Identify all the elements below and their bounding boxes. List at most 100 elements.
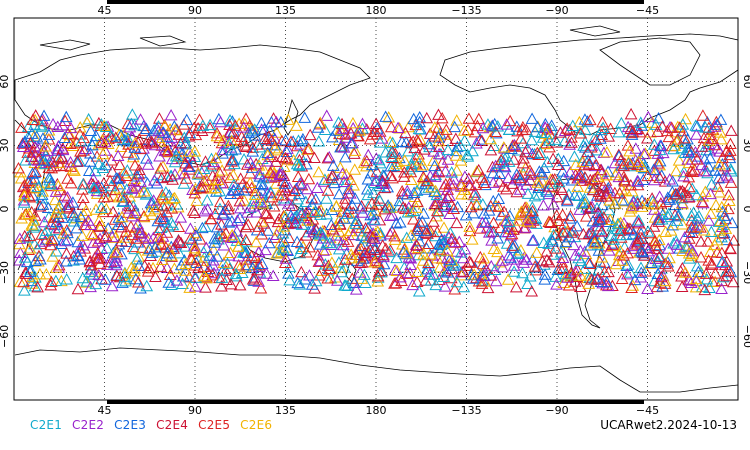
occultation-marker	[573, 115, 586, 128]
occultation-marker	[521, 215, 535, 227]
occultation-marker	[76, 229, 89, 241]
occultation-marker	[462, 179, 476, 191]
occultation-marker	[384, 169, 397, 182]
occultation-marker	[338, 197, 352, 209]
occultation-marker	[621, 267, 634, 280]
occultation-marker	[637, 173, 650, 186]
occultation-marker	[549, 242, 562, 254]
occultation-marker	[662, 207, 676, 219]
occultation-marker	[294, 203, 308, 216]
occultation-marker	[95, 201, 108, 213]
occultation-marker	[200, 173, 214, 185]
occultation-marker	[542, 187, 556, 200]
occultation-marker	[699, 267, 713, 279]
occultation-marker	[35, 228, 49, 240]
occultation-marker	[556, 251, 570, 263]
occultation-marker	[142, 261, 156, 274]
occultation-marker	[516, 156, 530, 169]
occultation-marker	[417, 207, 430, 219]
occultation-marker	[397, 166, 411, 178]
occultation-marker	[51, 179, 65, 192]
occultation-marker	[484, 143, 498, 156]
occultation-marker	[467, 268, 481, 280]
occultation-marker	[204, 212, 218, 225]
occultation-marker	[216, 143, 229, 156]
occultation-marker	[594, 132, 607, 144]
occultation-marker	[599, 187, 613, 199]
occultation-marker	[493, 175, 506, 187]
occultation-marker	[254, 195, 267, 208]
occultation-marker	[277, 220, 291, 232]
occultation-marker	[430, 251, 444, 264]
occultation-marker	[90, 187, 104, 199]
occultation-marker	[443, 226, 457, 239]
occultation-marker	[432, 147, 446, 160]
occultation-marker	[128, 186, 142, 198]
occultation-marker	[229, 143, 242, 155]
occultation-marker	[113, 182, 127, 194]
occultation-marker	[371, 270, 385, 282]
occultation-marker	[210, 250, 224, 262]
occultation-marker	[713, 158, 726, 170]
occultation-marker	[120, 135, 134, 147]
occultation-marker	[23, 242, 37, 254]
occultation-marker	[475, 216, 489, 228]
occultation-marker	[708, 120, 722, 132]
occultation-marker	[142, 232, 155, 244]
occultation-marker	[263, 186, 277, 198]
occultation-marker	[361, 200, 375, 212]
occultation-marker	[685, 247, 699, 260]
occultation-marker	[326, 169, 339, 181]
occultation-marker	[527, 233, 540, 246]
occultation-marker	[641, 282, 654, 295]
occultation-marker	[245, 249, 258, 262]
occultation-marker	[240, 158, 254, 170]
occultation-marker	[560, 193, 574, 205]
occultation-marker	[76, 271, 90, 284]
occultation-marker	[459, 208, 473, 221]
occultation-marker	[384, 201, 398, 214]
occultation-marker	[576, 155, 590, 167]
occultation-marker	[472, 112, 486, 125]
occultation-marker	[227, 178, 241, 191]
occultation-marker	[383, 135, 397, 148]
occultation-marker	[197, 174, 211, 187]
occultation-marker	[324, 218, 338, 231]
occultation-marker	[259, 243, 272, 256]
occultation-marker	[169, 149, 183, 162]
occultation-marker	[31, 280, 45, 293]
occultation-marker	[22, 189, 36, 202]
occultation-marker	[698, 283, 712, 296]
occultation-marker	[248, 123, 262, 135]
occultation-marker	[82, 164, 96, 176]
occultation-marker	[294, 177, 308, 189]
occultation-marker	[301, 143, 314, 155]
occultation-marker	[165, 278, 178, 290]
occultation-marker	[92, 268, 106, 281]
occultation-marker	[386, 171, 399, 184]
occultation-marker	[298, 273, 312, 285]
occultation-marker	[656, 146, 670, 159]
occultation-marker	[210, 126, 224, 139]
occultation-marker	[687, 206, 700, 218]
occultation-marker	[484, 132, 497, 145]
occultation-marker	[17, 194, 31, 206]
occultation-marker	[484, 199, 498, 212]
occultation-marker	[316, 232, 330, 244]
occultation-marker	[364, 166, 378, 179]
occultation-marker	[435, 233, 449, 245]
occultation-marker	[355, 229, 369, 241]
occultation-marker	[454, 139, 467, 152]
occultation-marker	[591, 189, 604, 201]
occultation-marker	[253, 167, 266, 180]
occultation-marker	[323, 262, 337, 274]
occultation-marker	[252, 245, 265, 258]
occultation-marker	[50, 206, 63, 218]
occultation-marker	[653, 171, 667, 183]
occultation-marker	[649, 252, 663, 264]
occultation-marker	[421, 262, 435, 275]
occultation-marker	[445, 235, 458, 248]
occultation-marker	[48, 193, 62, 206]
occultation-marker	[373, 136, 387, 148]
occultation-marker	[700, 272, 714, 285]
